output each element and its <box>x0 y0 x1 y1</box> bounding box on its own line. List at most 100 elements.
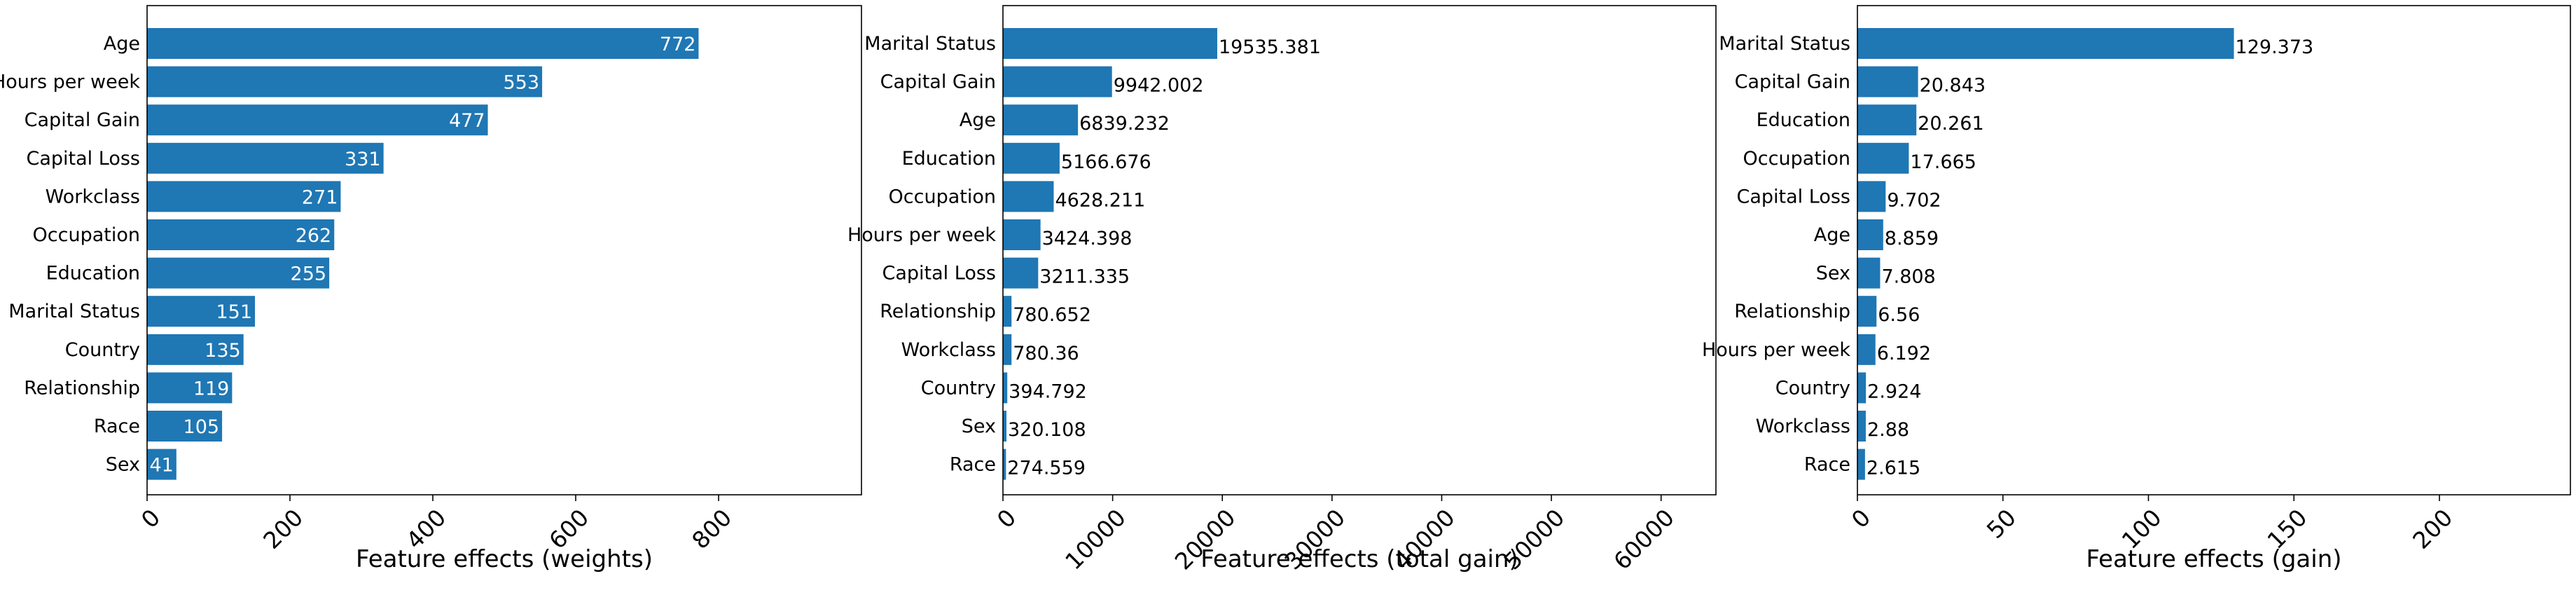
bar <box>1003 28 1217 59</box>
value-label: 105 <box>183 416 220 438</box>
value-label: 2.88 <box>1867 419 1909 441</box>
value-label: 320.108 <box>1008 419 1086 441</box>
category-label: Education <box>1757 109 1850 131</box>
category-label: Occupation <box>889 186 996 207</box>
category-label: Workclass <box>1756 416 1850 437</box>
bar <box>147 66 543 97</box>
category-label: Age <box>104 33 140 55</box>
value-label: 9.702 <box>1887 189 1941 211</box>
bar <box>147 104 488 136</box>
value-label: 6.192 <box>1877 343 1931 364</box>
value-label: 5166.676 <box>1061 151 1151 173</box>
x-tick-label: 0 <box>992 504 1021 533</box>
bar <box>1857 28 2234 59</box>
value-label: 8.859 <box>1885 228 1939 249</box>
bar <box>1003 449 1006 480</box>
bar <box>147 28 699 59</box>
value-label: 119 <box>193 378 230 399</box>
bar <box>1003 181 1054 212</box>
bar <box>1857 411 1866 442</box>
category-label: Education <box>902 148 996 170</box>
bar <box>147 142 384 174</box>
category-label: Race <box>1804 454 1850 476</box>
value-label: 331 <box>345 149 381 170</box>
value-label: 151 <box>216 301 252 323</box>
category-label: Relationship <box>1734 301 1850 322</box>
value-label: 553 <box>504 72 540 94</box>
category-label: Country <box>1775 377 1850 399</box>
category-label: Hours per week <box>1702 339 1850 361</box>
category-label: Workclass <box>46 186 140 207</box>
value-label: 3211.335 <box>1039 266 1130 288</box>
bar <box>1003 411 1007 442</box>
value-label: 262 <box>296 225 332 247</box>
x-axis-label: Feature effects (weights) <box>356 545 653 573</box>
category-label: Hours per week <box>847 224 996 246</box>
bar <box>1003 334 1012 365</box>
value-label: 19535.381 <box>1219 36 1321 58</box>
axes-frame <box>146 5 862 495</box>
bar <box>1857 219 1883 250</box>
value-label: 2.924 <box>1867 381 1921 402</box>
category-label: Capital Loss <box>1737 186 1850 207</box>
value-label: 135 <box>205 340 241 362</box>
category-label: Age <box>960 109 996 131</box>
bar <box>147 257 330 289</box>
chart-panel-1: Age 772 Hours per week 553 Capital Gain 477 Ca… <box>0 5 862 573</box>
category-label: Education <box>46 263 140 285</box>
bar <box>147 181 341 212</box>
bar <box>1857 334 1876 365</box>
category-label: Relationship <box>24 377 140 399</box>
bar <box>1857 104 1917 136</box>
category-label: Capital Loss <box>27 148 140 170</box>
bar <box>147 334 244 365</box>
x-tick-label: 10000 <box>1060 504 1131 575</box>
value-label: 20.843 <box>1920 75 1986 97</box>
bar <box>1003 104 1079 136</box>
bar <box>1003 257 1039 289</box>
category-label: Sex <box>1816 263 1850 285</box>
bar <box>1003 142 1060 174</box>
x-axis-label: Feature effects (total gain) <box>1200 545 1518 573</box>
category-label: Marital Status <box>8 301 140 322</box>
bar <box>1003 66 1112 97</box>
value-label: 3424.398 <box>1042 228 1133 249</box>
value-label: 274.559 <box>1007 458 1086 479</box>
bar <box>1003 219 1041 250</box>
category-label: Workclass <box>901 339 996 361</box>
category-label: Capital Gain <box>25 109 140 131</box>
x-tick-label: 60000 <box>1608 504 1680 575</box>
value-label: 780.36 <box>1013 343 1079 364</box>
value-label: 20.261 <box>1918 113 1983 135</box>
category-label: Country <box>65 339 140 361</box>
category-label: Sex <box>106 454 140 476</box>
value-label: 255 <box>291 264 327 285</box>
bar <box>147 219 335 250</box>
value-label: 394.792 <box>1009 381 1087 402</box>
value-label: 9942.002 <box>1114 75 1204 97</box>
x-tick-label: 50 <box>1981 504 2021 544</box>
value-label: 17.665 <box>1910 151 1976 173</box>
x-tick-label: 0 <box>136 504 165 533</box>
bar <box>147 372 233 404</box>
category-label: Capital Loss <box>882 263 996 285</box>
x-axis-label: Feature effects (gain) <box>2086 545 2341 573</box>
bar <box>1857 296 1877 327</box>
value-label: 7.808 <box>1881 266 1935 288</box>
category-label: Occupation <box>1743 148 1850 170</box>
value-label: 271 <box>302 186 338 208</box>
value-label: 129.373 <box>2236 36 2314 58</box>
category-label: Marital Status <box>864 33 996 55</box>
category-label: Race <box>950 454 996 476</box>
value-label: 780.652 <box>1013 304 1091 326</box>
bar <box>1857 181 1886 212</box>
bar <box>147 449 176 480</box>
category-label: Race <box>94 416 140 437</box>
bar <box>1003 296 1012 327</box>
category-label: Capital Gain <box>1735 71 1850 93</box>
value-label: 2.615 <box>1867 458 1920 479</box>
bar <box>147 411 223 442</box>
value-label: 477 <box>449 110 485 132</box>
category-label: Occupation <box>33 224 140 246</box>
